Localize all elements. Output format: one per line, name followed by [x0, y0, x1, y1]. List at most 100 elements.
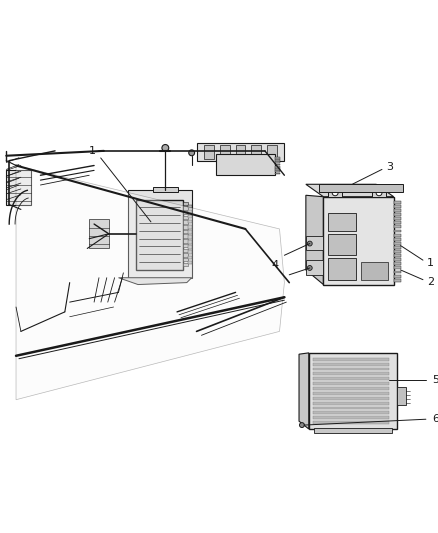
Bar — [89, 219, 109, 248]
Bar — [328, 213, 356, 231]
Bar — [183, 248, 188, 252]
Bar — [372, 189, 386, 197]
Bar — [313, 373, 389, 375]
Polygon shape — [306, 195, 323, 285]
Text: 2: 2 — [427, 277, 434, 287]
Bar — [313, 392, 389, 395]
Bar — [275, 159, 280, 161]
Bar — [394, 201, 400, 204]
Polygon shape — [128, 190, 192, 278]
Bar — [205, 145, 214, 159]
Bar — [275, 161, 280, 163]
Bar — [183, 216, 188, 219]
Text: 3: 3 — [386, 163, 393, 173]
Bar — [183, 253, 188, 257]
Circle shape — [189, 150, 194, 156]
Bar — [183, 239, 188, 243]
Bar — [183, 211, 188, 214]
Bar — [314, 428, 392, 433]
Bar — [394, 221, 400, 224]
Bar — [188, 205, 192, 208]
Bar — [328, 258, 356, 280]
Text: 1: 1 — [88, 146, 95, 156]
Bar — [394, 250, 400, 253]
Bar — [318, 184, 403, 192]
Bar — [313, 411, 389, 414]
Bar — [188, 210, 192, 213]
Bar — [313, 416, 389, 419]
Bar — [136, 200, 183, 270]
Bar — [188, 220, 192, 223]
Bar — [275, 168, 280, 170]
Bar — [313, 377, 389, 380]
Bar — [153, 187, 178, 192]
Bar — [394, 217, 400, 220]
Bar — [323, 197, 394, 285]
Bar — [275, 170, 280, 172]
Text: 6: 6 — [432, 414, 438, 424]
Text: 1: 1 — [427, 258, 434, 268]
Bar — [360, 262, 388, 280]
Circle shape — [376, 190, 382, 196]
Bar — [183, 263, 188, 266]
Bar — [394, 279, 400, 281]
Bar — [394, 230, 400, 232]
Bar — [188, 261, 192, 264]
Bar — [313, 367, 389, 370]
Bar — [188, 235, 192, 239]
Circle shape — [307, 265, 312, 270]
Bar — [188, 251, 192, 254]
Polygon shape — [16, 166, 284, 400]
Bar — [397, 387, 406, 405]
Bar — [394, 205, 400, 208]
Bar — [313, 362, 389, 366]
Bar — [306, 260, 323, 275]
Bar — [183, 244, 188, 247]
Bar — [328, 189, 342, 197]
Bar — [394, 238, 400, 240]
Bar — [306, 236, 323, 251]
Text: 5: 5 — [432, 375, 438, 385]
Bar — [313, 402, 389, 405]
Bar — [394, 213, 400, 216]
Bar — [313, 397, 389, 400]
Bar — [313, 407, 389, 409]
Bar — [183, 235, 188, 238]
Circle shape — [300, 423, 304, 427]
Bar — [394, 209, 400, 212]
Bar — [188, 245, 192, 249]
Bar — [313, 387, 389, 390]
Bar — [394, 271, 400, 273]
Bar — [220, 145, 230, 159]
Bar — [275, 164, 280, 165]
Polygon shape — [299, 353, 309, 429]
Bar — [275, 173, 280, 174]
Bar — [313, 421, 389, 424]
Bar — [188, 225, 192, 229]
Bar — [313, 358, 389, 361]
Bar — [394, 233, 400, 237]
Bar — [394, 242, 400, 245]
Bar — [394, 225, 400, 228]
Bar — [197, 143, 284, 160]
Bar — [309, 353, 397, 429]
Polygon shape — [119, 278, 192, 285]
Text: 4: 4 — [271, 260, 278, 270]
Bar — [236, 145, 245, 159]
Bar — [394, 258, 400, 261]
Bar — [6, 171, 31, 205]
Bar — [183, 225, 188, 229]
Bar — [267, 145, 276, 159]
Bar — [188, 215, 192, 219]
Circle shape — [307, 241, 312, 246]
Circle shape — [332, 190, 338, 196]
Bar — [216, 154, 275, 175]
Bar — [394, 254, 400, 257]
Bar — [183, 201, 188, 205]
Circle shape — [162, 144, 169, 151]
Bar — [183, 230, 188, 233]
Bar — [188, 230, 192, 233]
Bar — [183, 258, 188, 261]
Bar — [394, 262, 400, 265]
Bar — [394, 266, 400, 269]
